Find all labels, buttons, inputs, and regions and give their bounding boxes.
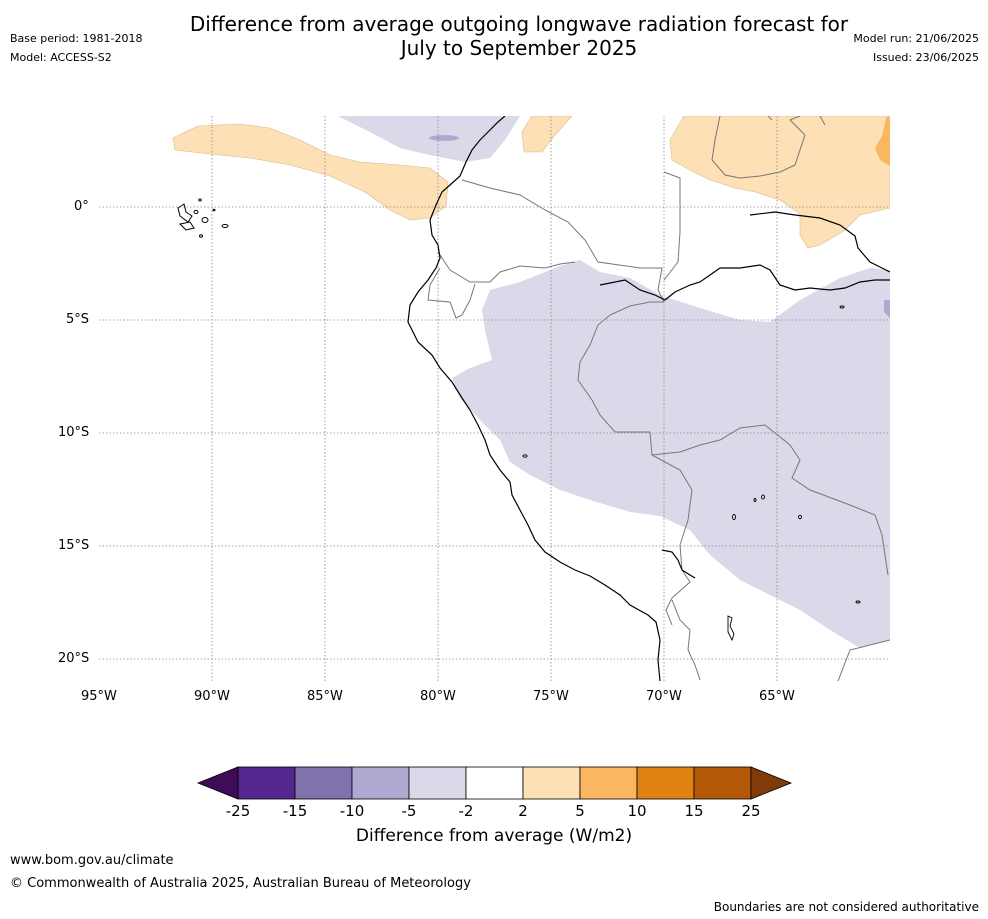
galapagos-islands: [177, 198, 229, 238]
colorbar-segment: [351, 766, 410, 800]
base-period-label: Base period: 1981-2018: [10, 32, 143, 45]
lat-label-20s: 20°S: [58, 651, 90, 666]
colorbar-tick: 2: [518, 802, 528, 820]
lon-label-75w: 75°W: [533, 689, 569, 704]
colorbar-tick: 15: [684, 802, 704, 820]
map-title: Difference from average outgoing longwav…: [0, 12, 988, 60]
coastline: [407, 116, 890, 681]
colorbar-tick: 5: [575, 802, 585, 820]
graticule: [99, 116, 890, 681]
colorbar-segment: [693, 766, 752, 800]
lon-label-65w: 65°W: [759, 689, 795, 704]
colorbar-tick: -15: [282, 802, 308, 820]
lon-label-95w: 95°W: [81, 689, 117, 704]
colorbar-segment: [294, 766, 353, 800]
issued-label: Issued: 23/06/2025: [872, 51, 979, 64]
copyright-text: © Commonwealth of Australia 2025, Austra…: [10, 876, 471, 891]
colorbar-right-arrow: [750, 766, 793, 800]
colorbar-tick: -25: [225, 802, 251, 820]
model-label: Model: ACCESS-S2: [10, 51, 112, 64]
olr-small-negative-patch: [429, 135, 459, 141]
colorbar-segment: [465, 766, 524, 800]
colorbar-tick: 10: [627, 802, 647, 820]
colorbar-title: Difference from average (W/m2): [355, 826, 633, 846]
map-title-line-2: July to September 2025: [400, 36, 638, 60]
model-run-label: Model run: 21/06/2025: [853, 32, 979, 45]
lake-islands: [522, 305, 861, 642]
website-link[interactable]: www.bom.gov.au/climate: [10, 853, 174, 868]
colorbar-segment: [522, 766, 581, 800]
olr-positive-anomaly-pacific: [172, 123, 449, 221]
colorbar-tick: -5: [401, 802, 417, 820]
lon-label-70w: 70°W: [646, 689, 682, 704]
lon-label-80w: 80°W: [420, 689, 456, 704]
map-title-line-1: Difference from average outgoing longwav…: [189, 12, 849, 36]
olr-positive-anomaly-colombia: [521, 116, 573, 153]
colorbar-segment: [408, 766, 467, 800]
lon-label-85w: 85°W: [307, 689, 343, 704]
colorbar-tick: 25: [741, 802, 761, 820]
lon-label-90w: 90°W: [194, 689, 230, 704]
olr-negative-edge-patch: [884, 300, 890, 318]
colorbar: [196, 766, 793, 800]
lat-label-15s: 15°S: [58, 538, 90, 553]
colorbar-tick: -10: [339, 802, 365, 820]
boundaries-disclaimer: Boundaries are not considered authoritat…: [713, 900, 979, 914]
lat-label-10s: 10°S: [58, 425, 90, 440]
colorbar-segment: [636, 766, 695, 800]
colorbar-segment: [579, 766, 638, 800]
country-borders: [427, 116, 890, 681]
lat-label-5s: 5°S: [66, 312, 90, 327]
lat-label-0: 0°: [74, 199, 89, 214]
olr-positive-anomaly-strong: [875, 116, 890, 166]
colorbar-left-arrow: [196, 766, 239, 800]
olr-negative-anomaly-north: [338, 116, 520, 162]
colorbar-segment: [237, 766, 296, 800]
olr-negative-anomaly-region: [452, 260, 890, 648]
colorbar-tick: -2: [458, 802, 474, 820]
olr-positive-anomaly-amazon: [669, 116, 890, 249]
